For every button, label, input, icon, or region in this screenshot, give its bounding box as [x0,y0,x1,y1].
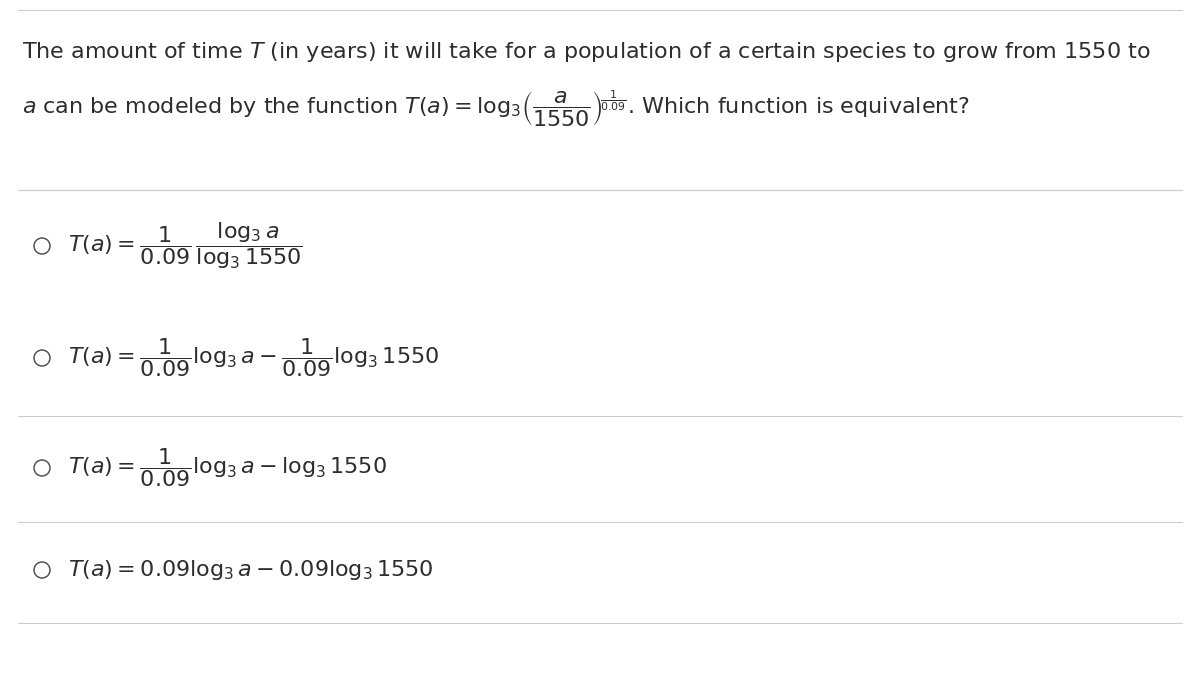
Text: The amount of time $T$ (in years) it will take for a population of a certain spe: The amount of time $T$ (in years) it wil… [22,40,1151,64]
Text: $\mathit{T}(a) = \dfrac{1}{0.09}\log_3 a - \log_3 1550$: $\mathit{T}(a) = \dfrac{1}{0.09}\log_3 a… [68,447,386,490]
Text: $\mathit{T}(a) = \dfrac{1}{0.09}\log_3 a - \dfrac{1}{0.09}\log_3 1550$: $\mathit{T}(a) = \dfrac{1}{0.09}\log_3 a… [68,336,439,380]
Text: $\mathit{T}(a) = \dfrac{1}{0.09}\,\dfrac{\log_3 a}{\log_3 1550}$: $\mathit{T}(a) = \dfrac{1}{0.09}\,\dfrac… [68,220,302,271]
Text: $\mathit{T}(a) = 0.09\log_3 a - 0.09\log_3 1550$: $\mathit{T}(a) = 0.09\log_3 a - 0.09\log… [68,558,433,582]
Text: $a$ can be modeled by the function $\mathit{T}(a) = \log_3\!\left(\dfrac{a}{1550: $a$ can be modeled by the function $\mat… [22,88,970,129]
